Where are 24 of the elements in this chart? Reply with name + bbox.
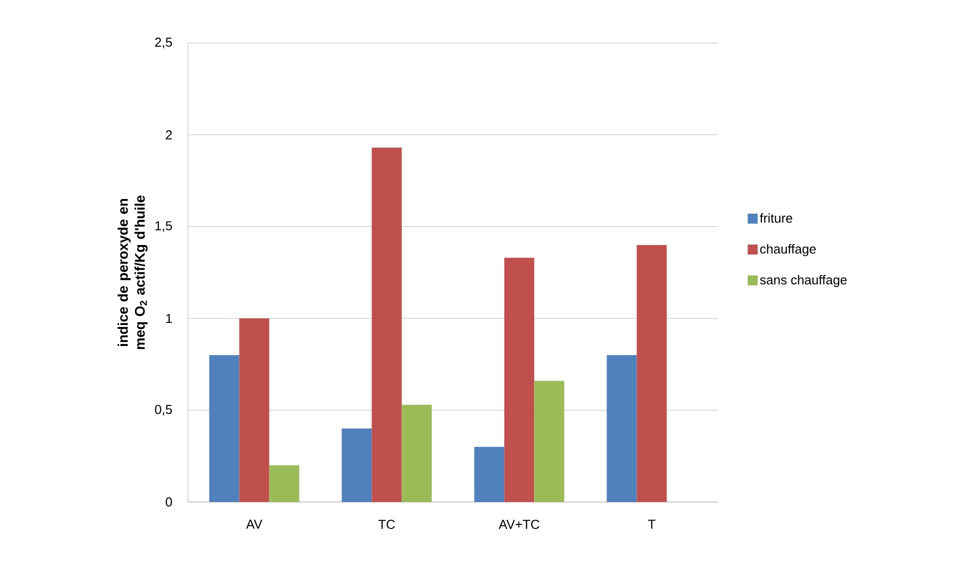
y-tick-label: 2 bbox=[166, 130, 172, 140]
y-tick-label: 0,5 bbox=[154, 404, 172, 416]
legend-label: friture bbox=[760, 213, 792, 223]
y-tick-label: 1 bbox=[166, 314, 172, 323]
bar bbox=[342, 428, 372, 502]
bar bbox=[636, 244, 667, 502]
bar bbox=[209, 355, 240, 502]
y-tick-label: 1,5 bbox=[155, 221, 172, 232]
bar bbox=[534, 380, 564, 502]
bar bbox=[269, 465, 300, 502]
bar bbox=[474, 446, 504, 502]
bar bbox=[606, 355, 637, 502]
x-tick-label: T bbox=[648, 520, 656, 529]
y-tick-label: 2,5 bbox=[155, 38, 172, 48]
bar bbox=[402, 404, 432, 502]
x-tick-label: AV bbox=[246, 520, 262, 529]
bar bbox=[504, 258, 534, 502]
bar bbox=[239, 318, 270, 502]
x-tick-label: TC bbox=[378, 520, 395, 529]
legend-label: chauffage bbox=[760, 244, 816, 256]
legend-label: sans chauffage bbox=[760, 274, 847, 288]
y-tick-label: 0 bbox=[166, 497, 172, 507]
x-tick-label: AV+TC bbox=[498, 520, 540, 529]
bar bbox=[372, 148, 402, 502]
